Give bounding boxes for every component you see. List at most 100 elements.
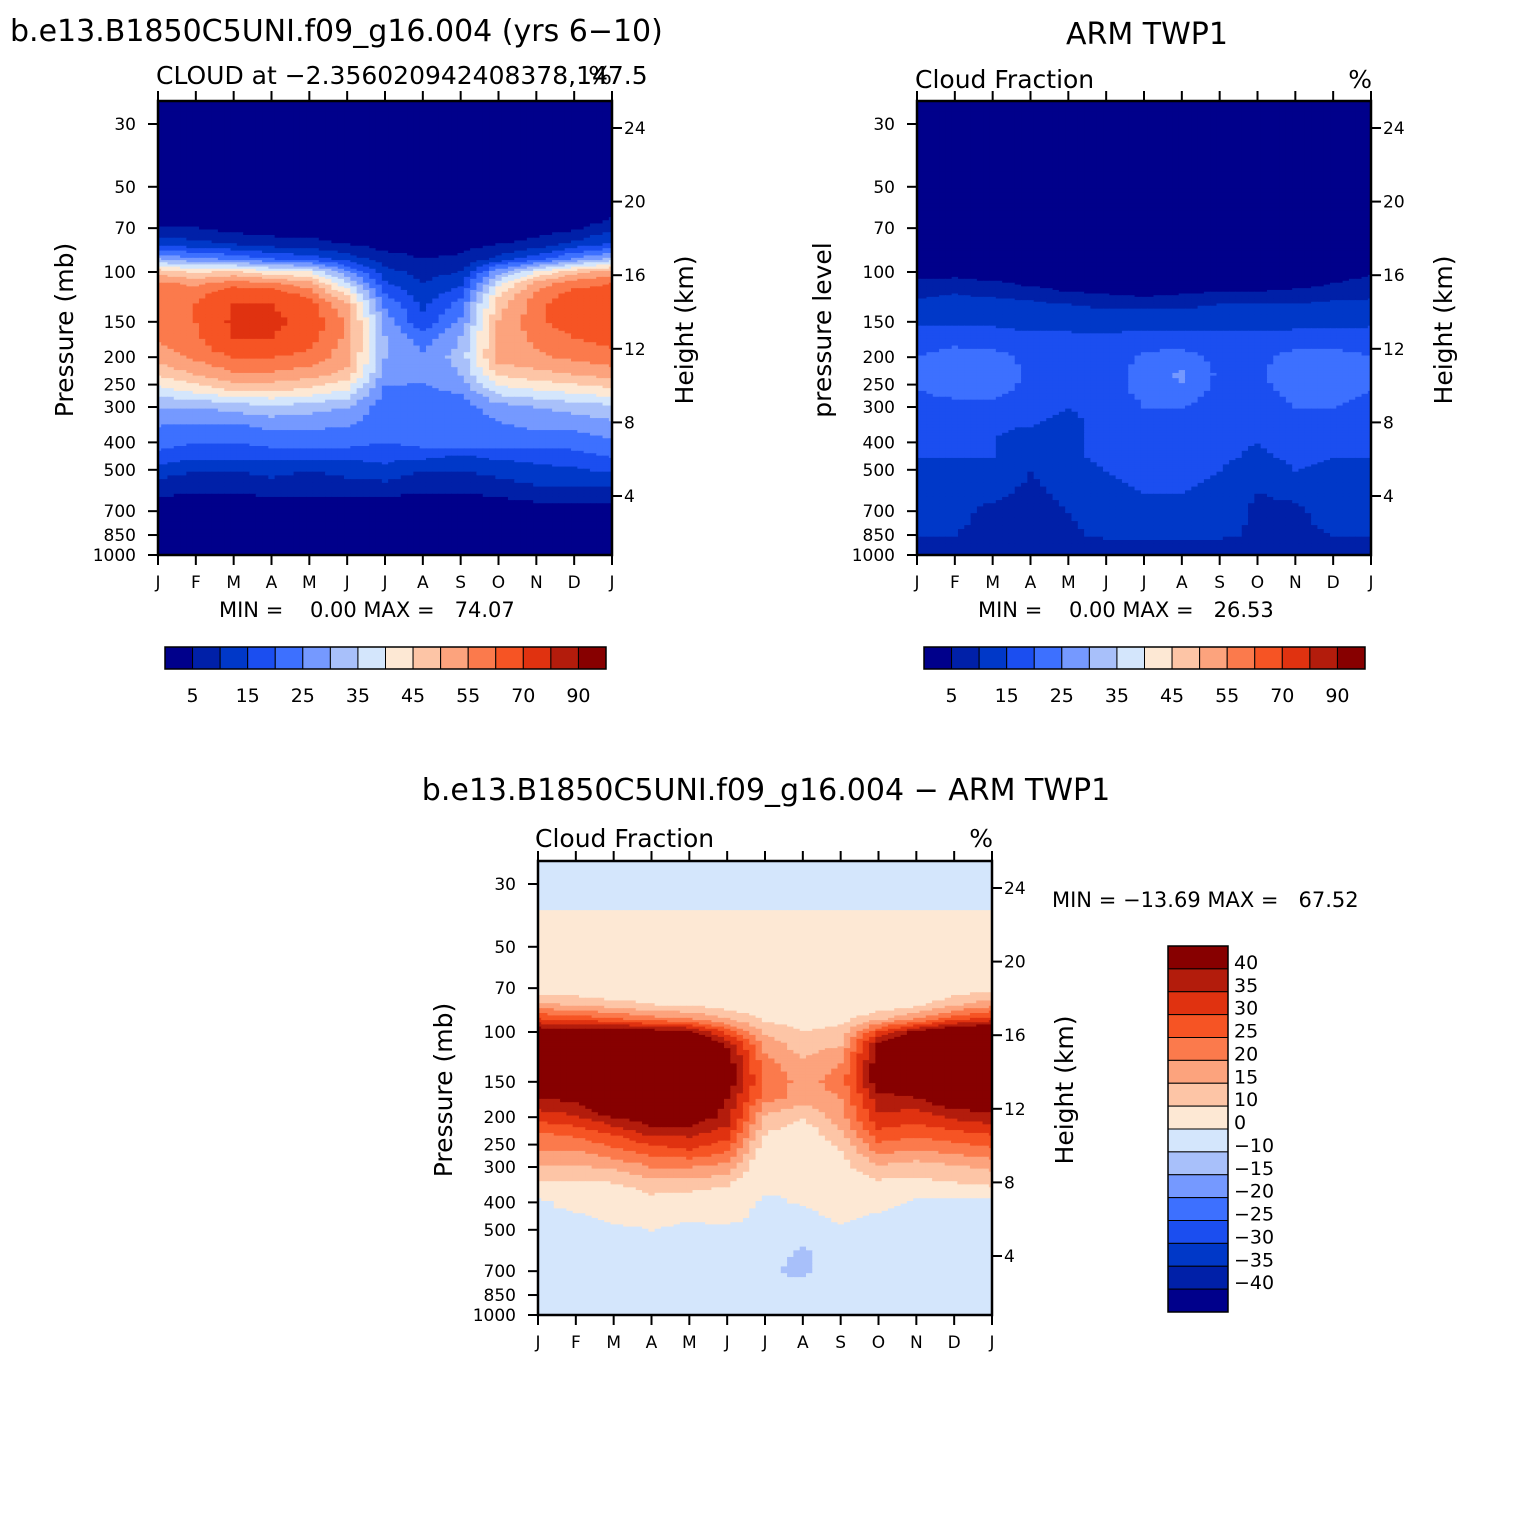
heatmap-cell	[539, 300, 547, 303]
heatmap-cell	[331, 199, 339, 205]
heatmap-cell	[318, 232, 326, 236]
heatmap-cell	[463, 257, 471, 261]
heatmap-cell	[608, 181, 612, 190]
heatmap-cell	[514, 295, 522, 298]
heatmap-cell	[158, 192, 162, 197]
heatmap-cell	[495, 314, 503, 319]
heatmap-cell	[350, 280, 358, 284]
heatmap-cell	[262, 210, 269, 215]
heatmap-cell	[192, 308, 200, 313]
heatmap-cell	[255, 311, 263, 316]
heatmap-cell	[419, 217, 427, 221]
heatmap-cell	[192, 255, 200, 259]
heatmap-cell	[249, 188, 257, 193]
heatmap-cell	[198, 103, 206, 113]
heatmap-cell	[312, 188, 320, 193]
heatmap-cell	[255, 210, 263, 215]
heatmap-cell	[362, 217, 370, 221]
heatmap-cell	[432, 264, 440, 268]
heatmap-cell	[608, 255, 612, 259]
heatmap-cell	[438, 296, 446, 300]
heatmap-cell	[381, 289, 389, 293]
heatmap-cell	[476, 226, 484, 231]
heatmap-cell	[299, 250, 307, 254]
heatmap-cell	[388, 308, 396, 313]
heatmap-cell	[438, 300, 446, 303]
heatmap-cell	[180, 243, 187, 247]
heatmap-cell	[186, 250, 194, 254]
heatmap-cell	[306, 248, 314, 252]
heatmap-cell	[577, 139, 585, 151]
heatmap-cell	[312, 325, 320, 329]
heatmap-cell	[299, 255, 307, 259]
heatmap-cell	[482, 103, 490, 113]
heatmap-cell	[495, 243, 503, 247]
heatmap-cell	[577, 295, 585, 298]
heatmap-cell	[356, 139, 364, 151]
heatmap-cell	[388, 226, 396, 231]
heatmap-cell	[356, 245, 364, 249]
heatmap-cell	[407, 101, 414, 104]
heatmap-cell	[514, 280, 522, 284]
heatmap-cell	[293, 101, 301, 104]
heatmap-cell	[356, 323, 364, 327]
heatmap-cell	[571, 119, 578, 130]
heatmap-cell	[186, 274, 194, 278]
heatmap-cell	[470, 232, 478, 236]
heatmap-cell	[280, 278, 288, 282]
heatmap-cell	[495, 274, 503, 278]
heatmap-cell	[224, 103, 232, 113]
heatmap-cell	[425, 303, 433, 307]
heatmap-cell	[287, 234, 295, 239]
heatmap-cell	[552, 240, 560, 244]
heatmap-cell	[489, 101, 496, 104]
heatmap-cell	[306, 266, 314, 270]
heatmap-cell	[432, 308, 440, 313]
heatmap-cell	[476, 101, 484, 104]
heatmap-cell	[243, 284, 251, 287]
heatmap-cell	[520, 203, 528, 208]
heatmap-cell	[356, 240, 364, 244]
heatmap-cell	[180, 111, 187, 121]
heatmap-cell	[211, 220, 219, 225]
heatmap-cell	[274, 308, 282, 313]
heatmap-cell	[589, 296, 597, 300]
heatmap-cell	[451, 192, 459, 197]
heatmap-cell	[362, 199, 370, 205]
heatmap-cell	[596, 253, 604, 257]
heatmap-cell	[413, 119, 421, 130]
heatmap-cell	[350, 317, 358, 321]
heatmap-cell	[350, 220, 358, 225]
heatmap-cell	[198, 240, 206, 244]
heatmap-cell	[400, 298, 408, 301]
heatmap-cell	[287, 301, 295, 305]
heatmap-cell	[608, 314, 612, 319]
heatmap-cell	[501, 223, 509, 228]
heatmap-cell	[476, 276, 484, 280]
heatmap-cell	[583, 192, 591, 197]
heatmap-cell	[255, 203, 263, 208]
heatmap-cell	[589, 119, 597, 130]
heatmap-cell	[350, 274, 358, 278]
heatmap-cell	[533, 160, 541, 172]
heatmap-cell	[381, 308, 389, 313]
heatmap-cell	[463, 240, 471, 244]
heatmap-cell	[318, 213, 326, 218]
heatmap-cell	[381, 257, 389, 261]
heatmap-cell	[564, 291, 572, 295]
heatmap-cell	[255, 317, 263, 321]
heatmap-cell	[318, 278, 326, 282]
heatmap-cell	[318, 101, 326, 104]
heatmap-cell	[331, 226, 339, 231]
heatmap-cell	[457, 266, 465, 270]
heatmap-cell	[583, 289, 591, 293]
heatmap-cell	[173, 243, 181, 247]
heatmap-cell	[425, 289, 433, 293]
heatmap-cell	[400, 284, 408, 287]
heatmap-cell	[457, 255, 465, 259]
heatmap-cell	[180, 192, 187, 197]
heatmap-cell	[444, 129, 452, 141]
heatmap-cell	[539, 119, 547, 130]
heatmap-cell	[564, 323, 572, 327]
heatmap-cell	[262, 272, 269, 276]
